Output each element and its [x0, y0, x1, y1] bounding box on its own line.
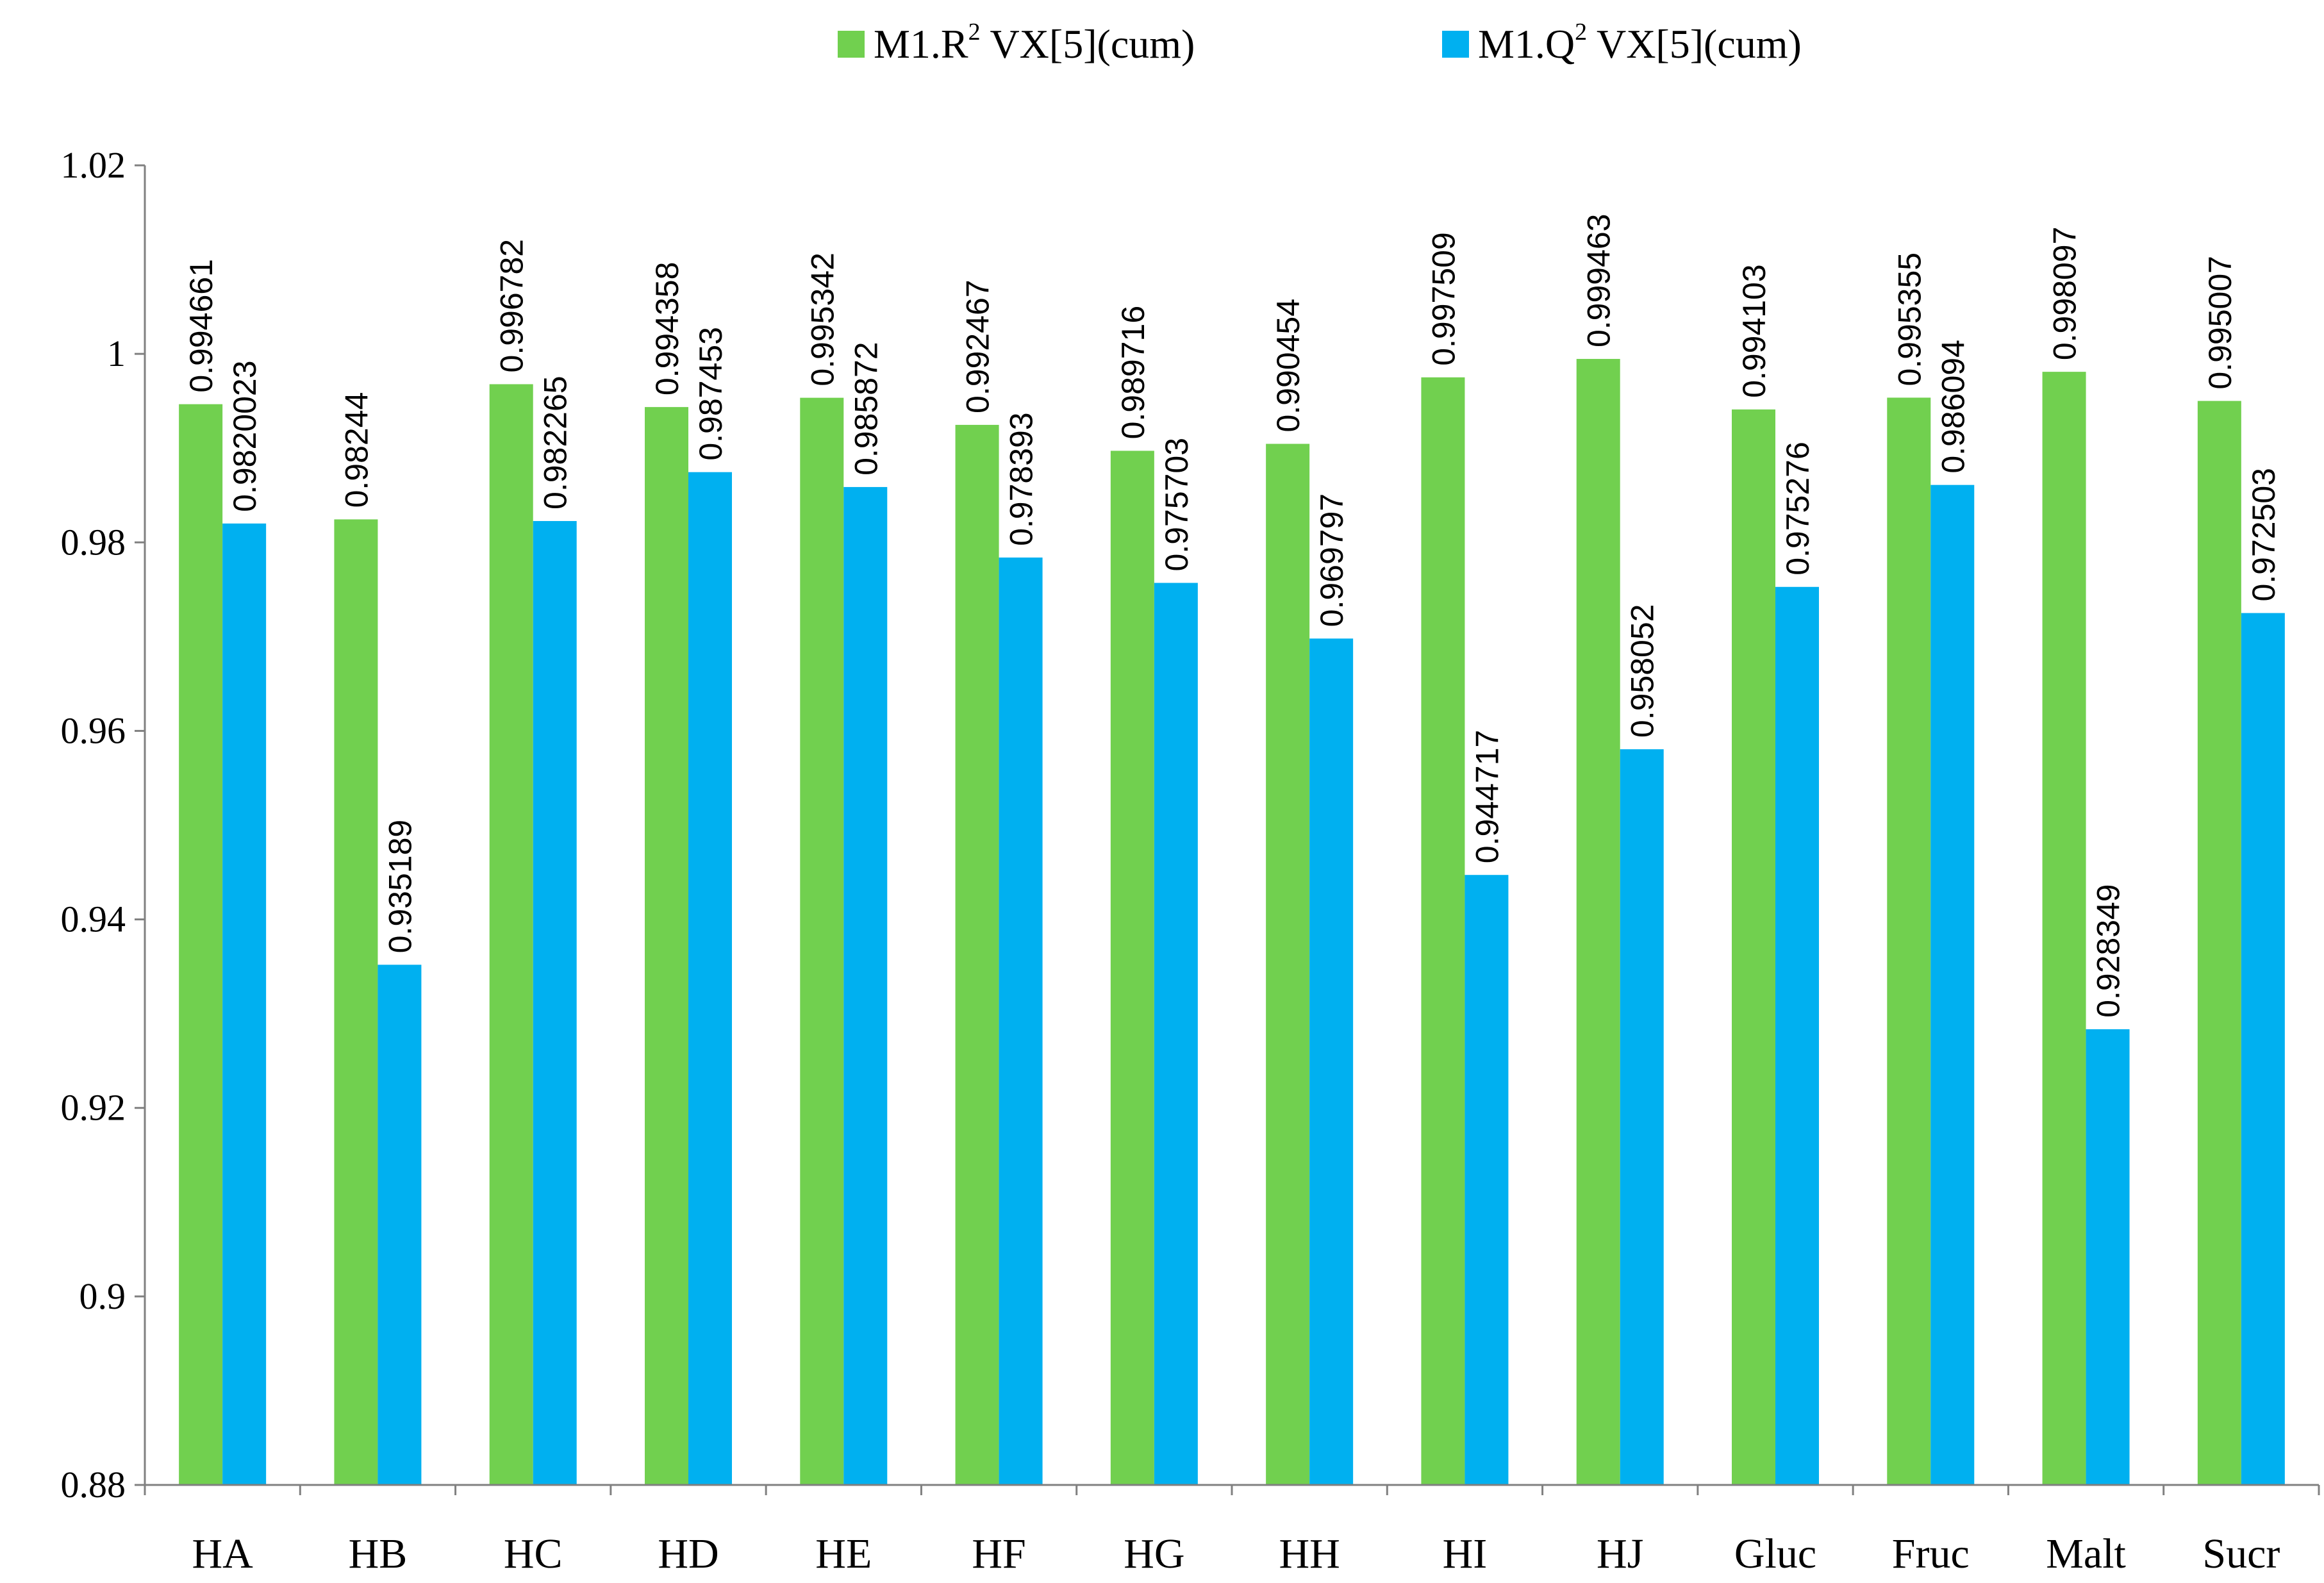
x-tick-label: HI [1443, 1530, 1488, 1577]
legend-swatch-1 [838, 31, 865, 58]
data-label: 0.994103 [1736, 264, 1772, 398]
x-tick-label: HB [349, 1530, 408, 1577]
bar-r2-gluc [1732, 409, 1775, 1485]
data-label: 0.996782 [494, 239, 530, 373]
data-label: 0.935189 [382, 820, 418, 954]
data-label: 0.975276 [1780, 442, 1816, 576]
bar-q2-hf [999, 557, 1043, 1485]
y-tick-label: 0.96 [61, 709, 126, 751]
bar-r2-hi [1421, 377, 1465, 1485]
x-tick-label: HE [815, 1530, 872, 1577]
bar-r2-ha [179, 404, 223, 1485]
y-tick-label: 0.92 [61, 1087, 126, 1129]
data-label: 0.985872 [848, 342, 884, 476]
y-tick-label: 1 [107, 333, 126, 374]
legend: M1.R2 VX[5](cum) M1.Q2 VX[5](cum) [838, 19, 1802, 67]
x-tick-label: HF [972, 1530, 1025, 1577]
data-label: 0.989716 [1115, 306, 1151, 440]
y-tick-label: 1.02 [61, 144, 126, 186]
data-label: 0.990454 [1270, 299, 1306, 433]
x-tick-label: Sucr [2202, 1530, 2280, 1577]
data-label: 0.928349 [2091, 884, 2127, 1018]
data-label: 0.995355 [1891, 253, 1927, 386]
x-tick-label: HA [192, 1530, 253, 1577]
data-label: 0.995342 [804, 253, 840, 386]
data-label: 0.969797 [1314, 493, 1350, 627]
data-label: 0.975703 [1159, 438, 1195, 572]
bar-q2-hh [1309, 638, 1354, 1485]
x-tick-label: HC [504, 1530, 563, 1577]
bar-r2-hf [955, 424, 999, 1485]
data-label: 0.9820023 [227, 360, 263, 511]
bar-q2-gluc [1775, 586, 1819, 1486]
data-label: 0.978393 [1004, 412, 1040, 546]
bar-q2-fruc [1930, 485, 1975, 1485]
x-tick-label: HD [658, 1530, 718, 1577]
data-label: 0.972503 [2246, 468, 2282, 602]
data-label: 0.998097 [2047, 227, 2083, 361]
data-label: 0.982265 [538, 376, 574, 510]
bar-q2-malt [2086, 1029, 2130, 1485]
bar-q2-ha [222, 523, 267, 1485]
bar-q2-he [843, 486, 888, 1486]
data-label: 0.987453 [693, 327, 729, 461]
data-label: 0.994661 [183, 259, 219, 393]
legend-swatch-2 [1442, 31, 1469, 58]
bar-q2-hg [1154, 583, 1198, 1485]
bars [179, 359, 2285, 1486]
x-tick-label: Fruc [1892, 1530, 1970, 1577]
bar-r2-malt [2042, 372, 2086, 1485]
bar-q2-sucr [2241, 613, 2285, 1485]
x-axis: HA HB HC HD HE HF HG HH HI HJ Gluc Fruc Malt Sucr [144, 1484, 2320, 1577]
bar-r2-hb [334, 519, 378, 1485]
data-label: 0.994358 [649, 262, 685, 396]
y-tick-label: 0.9 [79, 1275, 126, 1317]
x-tick-label: HH [1279, 1530, 1340, 1577]
legend-label-2: M1.Q2 VX[5](cum) [1478, 19, 1802, 67]
bar-r2-fruc [1887, 397, 1931, 1485]
y-tick-label: 0.98 [61, 521, 126, 563]
y-axis: 0.88 0.9 0.92 0.94 0.96 0.98 1 1.02 [61, 144, 146, 1505]
bar-q2-hb [378, 965, 422, 1485]
x-tick-label: HG [1124, 1530, 1184, 1577]
bar-r2-hd [645, 407, 688, 1485]
data-label: 0.992467 [960, 279, 996, 413]
bar-r2-hg [1110, 451, 1154, 1485]
bar-q2-hi [1465, 875, 1509, 1485]
data-label: 0.98244 [338, 392, 374, 508]
data-label: 0.944717 [1469, 730, 1505, 864]
data-label: 0.997509 [1425, 232, 1461, 366]
bar-r2-he [800, 397, 844, 1486]
bar-q2-hj [1620, 749, 1664, 1485]
bar-q2-hd [688, 472, 732, 1486]
data-label: 0.958052 [1625, 604, 1661, 738]
x-tick-label: Malt [2046, 1530, 2126, 1577]
bar-r2-hh [1266, 443, 1310, 1485]
x-tick-label: Gluc [1734, 1530, 1816, 1577]
bar-q2-hc [533, 520, 577, 1485]
data-label: 0.995007 [2202, 256, 2238, 390]
bar-r2-hc [489, 384, 533, 1485]
y-tick-label: 0.94 [61, 899, 126, 940]
y-tick-label: 0.88 [61, 1464, 126, 1505]
bar-r2-hj [1576, 359, 1620, 1486]
legend-label-1: M1.R2 VX[5](cum) [874, 19, 1195, 67]
data-label: 0.986094 [1935, 340, 1971, 474]
x-tick-label: HJ [1597, 1530, 1643, 1577]
bar-r2-sucr [2197, 401, 2241, 1485]
data-label: 0.999463 [1581, 213, 1617, 347]
